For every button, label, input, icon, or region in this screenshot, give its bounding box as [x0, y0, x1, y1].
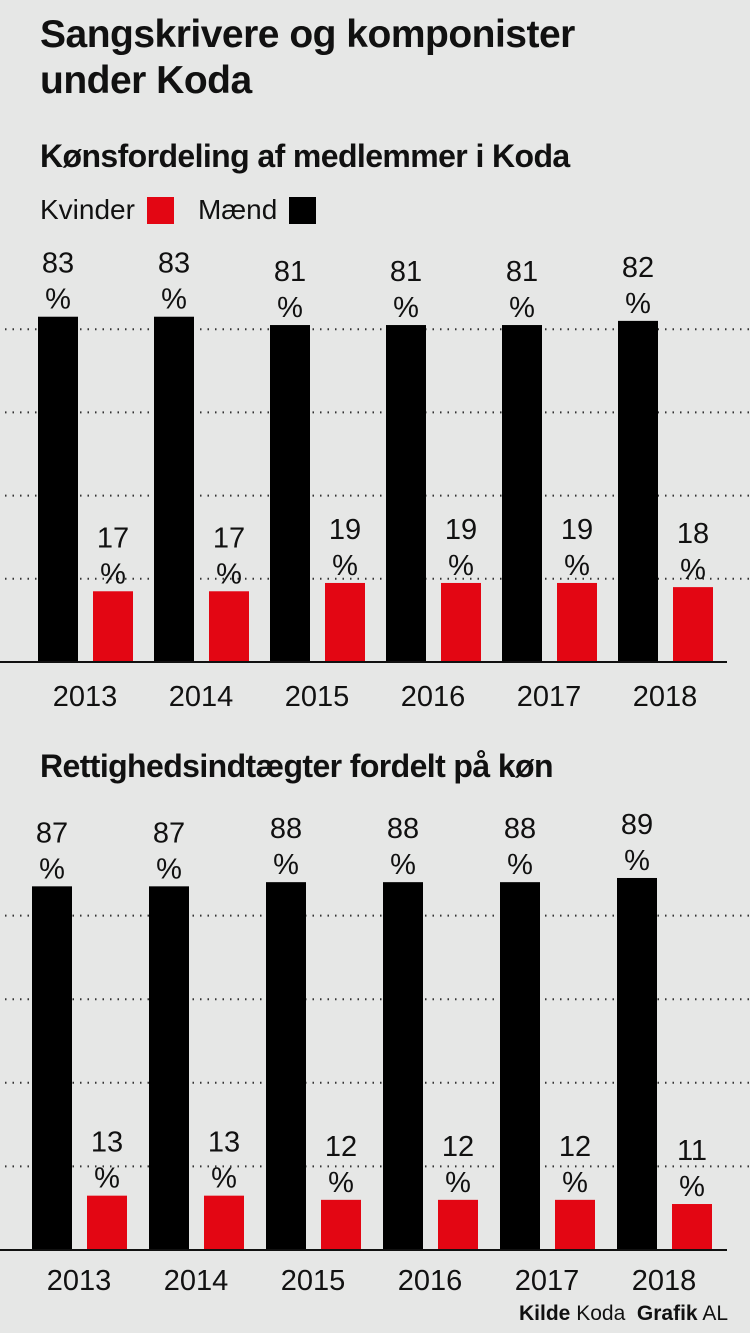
title-line-2: under Koda	[40, 59, 252, 102]
value-unit: %	[445, 1167, 471, 1199]
year-tick-label: 2015	[281, 1265, 346, 1297]
bar-women	[555, 1199, 595, 1250]
year-tick-label: 2015	[285, 681, 350, 713]
value-unit: %	[564, 550, 590, 582]
value-unit: %	[679, 1171, 705, 1203]
value-label: 12	[559, 1131, 591, 1163]
bar-men	[266, 882, 306, 1250]
year-tick-label: 2018	[633, 681, 698, 713]
value-label: 13	[91, 1127, 123, 1159]
value-label: 19	[561, 514, 593, 546]
legend-women-label: Kvinder	[40, 194, 135, 225]
value-label: 87	[153, 817, 185, 849]
value-unit: %	[39, 853, 65, 885]
value-unit: %	[624, 845, 650, 877]
value-label: 83	[158, 248, 190, 280]
value-unit: %	[507, 849, 533, 881]
value-label: 81	[274, 256, 306, 288]
bar-women	[321, 1199, 361, 1250]
value-unit: %	[448, 550, 474, 582]
year-tick-label: 2014	[169, 681, 234, 713]
value-unit: %	[680, 554, 706, 586]
value-unit: %	[273, 849, 299, 881]
value-unit: %	[211, 1163, 237, 1195]
chart-1-title: Kønsfordeling af medlemmer i Koda	[40, 138, 570, 174]
value-unit: %	[100, 558, 126, 590]
value-label: 19	[445, 514, 477, 546]
value-unit: %	[94, 1163, 120, 1195]
bar-men	[502, 325, 542, 662]
bar-women	[325, 582, 365, 662]
year-tick-label: 2013	[53, 681, 118, 713]
value-unit: %	[393, 292, 419, 324]
value-label: 81	[506, 256, 538, 288]
graphic-value: AL	[702, 1302, 728, 1325]
bar-men	[270, 325, 310, 662]
year-tick-label: 2016	[401, 681, 466, 713]
bar-women	[673, 587, 713, 662]
value-unit: %	[625, 288, 651, 320]
value-label: 88	[504, 813, 536, 845]
value-label: 19	[329, 514, 361, 546]
value-label: 88	[387, 813, 419, 845]
source-label: Kilde	[519, 1302, 571, 1325]
bar-men	[617, 877, 657, 1250]
bar-women	[441, 582, 481, 662]
value-unit: %	[161, 284, 187, 316]
value-label: 89	[621, 809, 653, 841]
value-label: 88	[270, 813, 302, 845]
bar-men	[149, 886, 189, 1250]
value-unit: %	[332, 550, 358, 582]
bar-women	[204, 1195, 244, 1250]
year-tick-label: 2017	[517, 681, 582, 713]
bar-women	[672, 1204, 712, 1250]
value-unit: %	[277, 292, 303, 324]
bar-men	[383, 882, 423, 1250]
value-unit: %	[45, 284, 71, 316]
value-unit: %	[562, 1167, 588, 1199]
value-unit: %	[216, 558, 242, 590]
footer-credits: Kilde Koda Grafik AL	[519, 1302, 728, 1326]
value-unit: %	[509, 292, 535, 324]
bar-men	[38, 316, 78, 662]
legend: Kvinder Mænd	[40, 194, 340, 226]
bar-men	[386, 325, 426, 662]
value-label: 12	[325, 1131, 357, 1163]
bar-men	[32, 886, 72, 1250]
title-line-1: Sangskrivere og komponister	[40, 13, 575, 56]
value-label: 18	[677, 518, 709, 550]
bar-women	[87, 1195, 127, 1250]
value-unit: %	[328, 1167, 354, 1199]
bar-women	[209, 591, 249, 662]
year-tick-label: 2017	[515, 1265, 580, 1297]
value-label: 87	[36, 817, 68, 849]
legend-women-swatch	[146, 196, 174, 224]
year-tick-label: 2016	[398, 1265, 463, 1297]
page-title: Sangskrivere og komponister under Koda	[40, 12, 575, 104]
value-unit: %	[156, 853, 182, 885]
year-tick-label: 2014	[164, 1265, 229, 1297]
value-label: 81	[390, 256, 422, 288]
bar-men	[154, 316, 194, 662]
legend-men-label: Mænd	[197, 194, 278, 225]
bar-men	[618, 320, 658, 662]
legend-men-swatch	[289, 196, 317, 224]
source-value: Koda	[576, 1302, 626, 1325]
chart-2-title: Rettighedsindtægter fordelt på køn	[40, 748, 554, 784]
bar-women	[93, 591, 133, 662]
graphic-label: Grafik	[636, 1302, 698, 1325]
bar-women	[438, 1199, 478, 1250]
value-label: 83	[42, 248, 74, 280]
value-label: 17	[97, 522, 129, 554]
year-tick-label: 2018	[632, 1265, 697, 1297]
value-unit: %	[390, 849, 416, 881]
value-label: 17	[213, 522, 245, 554]
value-label: 11	[677, 1135, 707, 1167]
bar-women	[557, 582, 597, 662]
bar-men	[500, 882, 540, 1250]
value-label: 13	[208, 1127, 240, 1159]
value-label: 12	[442, 1131, 474, 1163]
value-label: 82	[622, 252, 654, 284]
year-tick-label: 2013	[47, 1265, 112, 1297]
